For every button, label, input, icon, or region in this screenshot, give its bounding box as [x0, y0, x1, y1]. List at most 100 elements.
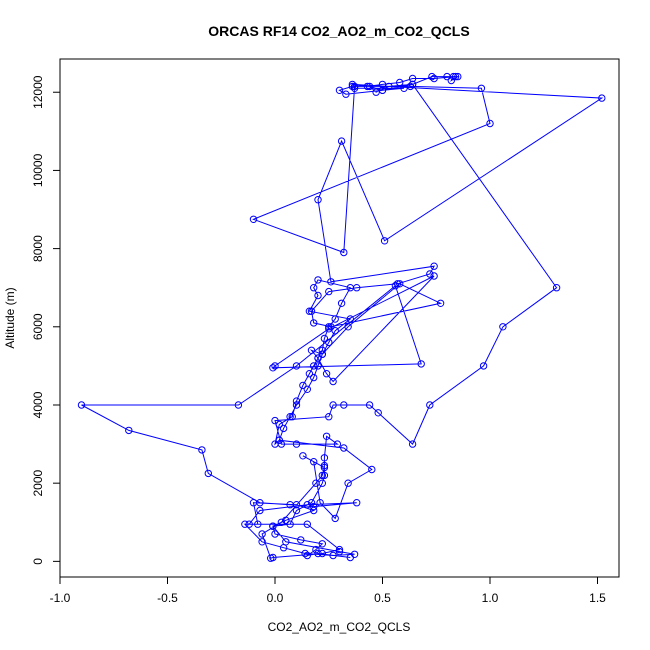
data-point [318, 540, 326, 548]
data-point [406, 82, 415, 91]
data-point [391, 282, 400, 290]
data-point [353, 499, 361, 507]
data-point [451, 72, 460, 81]
data-point [335, 547, 344, 556]
data-point [318, 350, 326, 358]
data-point [340, 248, 348, 257]
data-point [408, 74, 417, 83]
data-point [234, 401, 243, 409]
data-point [303, 520, 311, 528]
y-tick-label: 4000 [31, 391, 45, 418]
y-axis: 0 2000 4000 6000 8000 10000 12000 [31, 75, 61, 565]
data-point [314, 354, 322, 362]
x-tick-label: 1.0 [482, 591, 499, 605]
data-point [327, 323, 335, 331]
data-point [344, 323, 352, 331]
data-point [312, 479, 320, 487]
data-point [314, 196, 322, 204]
x-tick-label: -1.0 [50, 591, 71, 605]
data-point [314, 276, 322, 284]
data-point [288, 413, 296, 421]
data-point [385, 82, 393, 91]
data-point [198, 446, 206, 454]
data-point [372, 88, 380, 96]
data-point [335, 86, 344, 95]
data-point [310, 502, 318, 511]
data-point [312, 545, 320, 554]
data-point [322, 432, 331, 440]
data-point [454, 72, 462, 81]
data-point [204, 469, 213, 478]
data-point [320, 463, 329, 472]
data-point [292, 362, 301, 370]
data-point [331, 514, 339, 523]
data-point [350, 550, 359, 558]
data-point [271, 416, 279, 425]
data-point [307, 346, 316, 354]
data-point [365, 82, 374, 91]
data-point [436, 299, 445, 307]
data-point [286, 413, 294, 421]
data-point [256, 506, 264, 515]
data-point [241, 520, 249, 528]
data-point [396, 280, 404, 288]
y-axis-label: Altitude (m) [3, 287, 17, 348]
x-tick-label: 0.5 [374, 591, 391, 605]
data-point [286, 501, 294, 509]
x-axis: -1.0 -0.5 0.0 0.5 1.0 1.5 [50, 576, 606, 605]
data-point [271, 530, 279, 538]
data-point [292, 397, 301, 405]
data-point [350, 84, 359, 93]
data-point [271, 440, 279, 448]
data-point [256, 499, 264, 507]
data-point [325, 323, 333, 331]
data-point [310, 373, 318, 382]
data-point [447, 76, 455, 85]
data-point [342, 90, 350, 98]
data-point [303, 385, 311, 393]
data-point [348, 80, 357, 89]
data-point [400, 84, 408, 93]
data-point [417, 360, 425, 368]
data-point [286, 520, 294, 528]
data-point [368, 465, 376, 474]
data-point [310, 319, 318, 327]
data-point [337, 137, 346, 145]
chart-title: ORCAS RF14 CO2_AO2_m_CO2_QCLS [208, 23, 469, 39]
data-point [267, 554, 275, 562]
data-point [327, 278, 335, 286]
x-tick-label: 0.0 [267, 591, 284, 605]
data-point [499, 323, 507, 331]
data-point [297, 536, 305, 544]
data-point [299, 452, 307, 460]
data-point [258, 538, 266, 546]
data-point [77, 401, 86, 409]
data-point [269, 522, 277, 530]
data-point [275, 436, 283, 444]
data-point [430, 262, 438, 270]
data-point [310, 362, 318, 370]
series-line [81, 76, 604, 559]
data-point [486, 119, 494, 128]
data-point [348, 82, 357, 91]
data-point [430, 272, 438, 280]
data-point [365, 401, 374, 409]
data-point [363, 82, 372, 91]
data-point [325, 338, 333, 347]
x-axis-label: CO2_AO2_m_CO2_QCLS [268, 620, 411, 634]
data-point [299, 381, 307, 390]
data-point [329, 377, 337, 386]
y-tick-label: 8000 [31, 235, 45, 262]
data-point [292, 440, 301, 448]
data-point [320, 454, 329, 462]
data-point [318, 549, 326, 558]
data-point [598, 94, 606, 102]
data-point [258, 530, 266, 538]
data-point [329, 401, 337, 409]
data-point [314, 362, 322, 370]
plot-frame [59, 58, 620, 578]
data-point [331, 327, 339, 335]
data-point [303, 501, 311, 509]
data-point [374, 409, 382, 417]
